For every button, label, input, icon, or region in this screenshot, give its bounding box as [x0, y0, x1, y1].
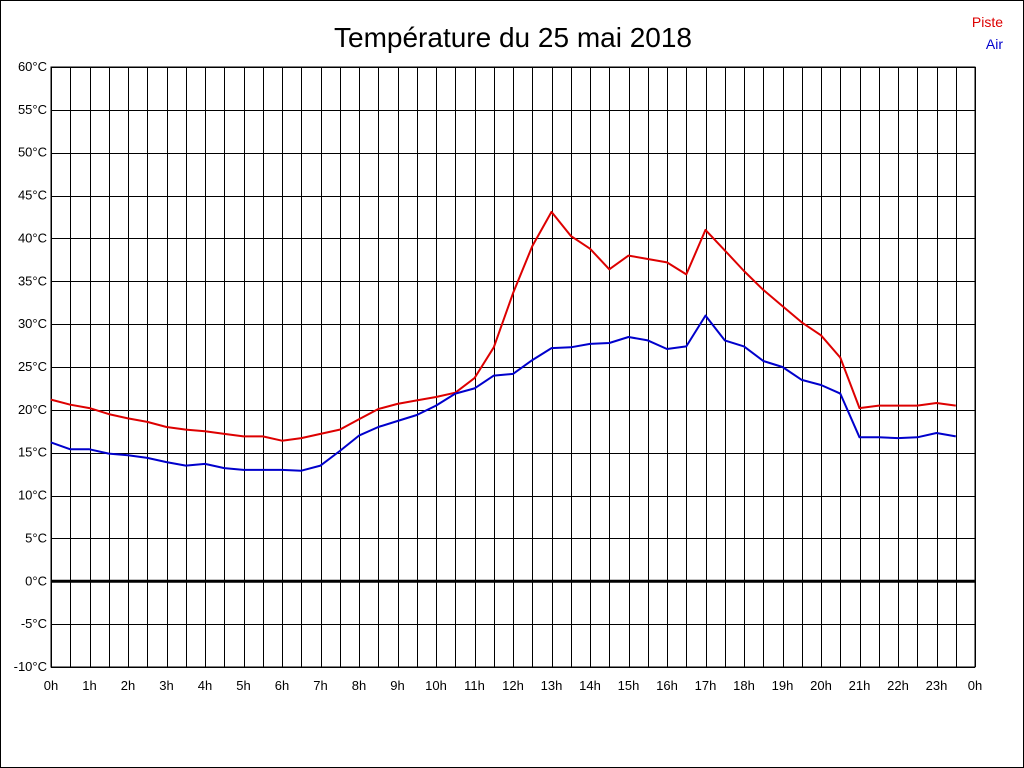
- x-tick-label: 7h: [313, 678, 327, 693]
- chart-title: Température du 25 mai 2018: [334, 22, 692, 53]
- series-line-piste: [50, 210, 956, 442]
- y-tick-label: 30°C: [18, 316, 47, 331]
- x-tick-label: 10h: [425, 678, 447, 693]
- series-line-air: [50, 314, 956, 472]
- x-tick-label: 18h: [733, 678, 755, 693]
- x-tick-label: 0h: [968, 678, 982, 693]
- x-tick-label: 1h: [82, 678, 96, 693]
- x-tick-label: 4h: [198, 678, 212, 693]
- y-tick-label: 0°C: [25, 573, 47, 588]
- x-tick-label: 6h: [275, 678, 289, 693]
- y-tick-label: 35°C: [18, 273, 47, 288]
- x-tick-label: 21h: [849, 678, 871, 693]
- y-tick-label: 55°C: [18, 102, 47, 117]
- legend: Piste Air: [972, 14, 1003, 52]
- x-tick-label: 23h: [926, 678, 948, 693]
- x-tick-label: 20h: [810, 678, 832, 693]
- x-tick-label: 9h: [390, 678, 404, 693]
- x-tick-label: 19h: [772, 678, 794, 693]
- y-tick-label: 40°C: [18, 230, 47, 245]
- y-tick-label: -10°C: [14, 659, 47, 674]
- y-tick-label: 50°C: [18, 145, 47, 160]
- y-tick-label: 25°C: [18, 359, 47, 374]
- y-tick-label: 45°C: [18, 188, 47, 203]
- x-tick-label: 11h: [464, 678, 485, 693]
- legend-entry-air: Air: [986, 36, 1003, 52]
- y-axis-labels: -10°C -5°C 0°C 5°C 10°C 15°C 20°C 25°C 30°C 35°C 4…: [14, 59, 47, 674]
- x-tick-label: 17h: [695, 678, 717, 693]
- x-tick-label: 13h: [541, 678, 563, 693]
- x-tick-label: 2h: [121, 678, 135, 693]
- y-tick-label: 20°C: [18, 402, 47, 417]
- plot-grid: [50, 66, 976, 668]
- y-tick-label: 5°C: [25, 530, 47, 545]
- x-tick-label: 3h: [159, 678, 173, 693]
- x-tick-label: 5h: [236, 678, 250, 693]
- x-axis-labels: 0h 1h 2h 3h 4h 5h 6h 7h 8h 9h 10h 11h 12h 13h 14h 15h 16…: [44, 678, 982, 693]
- x-tick-label: 8h: [352, 678, 366, 693]
- x-tick-label: 15h: [618, 678, 640, 693]
- x-tick-label: 22h: [887, 678, 909, 693]
- legend-entry-piste: Piste: [972, 14, 1003, 30]
- x-tick-label: 14h: [579, 678, 601, 693]
- y-tick-label: -5°C: [21, 616, 47, 631]
- y-tick-label: 10°C: [18, 488, 47, 503]
- y-tick-label: 15°C: [18, 445, 47, 460]
- x-tick-label: 16h: [656, 678, 678, 693]
- x-tick-label: 12h: [502, 678, 524, 693]
- x-tick-label: 0h: [44, 678, 58, 693]
- series-layer: [50, 210, 956, 472]
- y-tick-label: 60°C: [18, 59, 47, 74]
